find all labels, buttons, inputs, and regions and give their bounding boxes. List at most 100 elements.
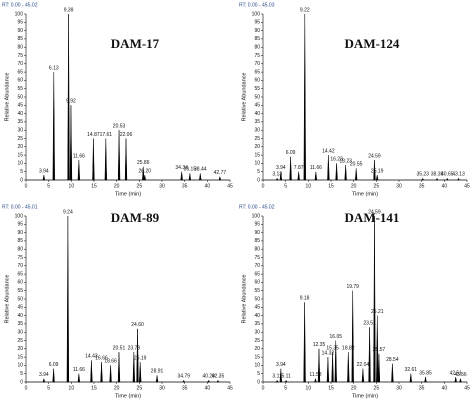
peak [139, 362, 142, 383]
peak [218, 175, 222, 181]
y-tick-label: 75 [254, 53, 260, 59]
x-tick-label: 5 [284, 183, 287, 189]
x-tick-label: 45 [464, 385, 470, 391]
y-tick-label: 15 [17, 152, 23, 158]
peak-label: 14.87 [87, 132, 100, 138]
peak-label: 9.18 [300, 296, 310, 302]
y-tick-label: 65 [254, 69, 260, 75]
x-tick-label: 30 [396, 385, 402, 391]
peak [354, 168, 358, 181]
y-tick-label: 55 [254, 86, 260, 92]
peak [52, 72, 55, 181]
peak-label: 25.86 [137, 160, 150, 166]
peak [344, 165, 347, 181]
peak-label: 35.23 [416, 172, 429, 178]
y-tick-label: 40 [254, 111, 260, 117]
y-tick-label: 65 [17, 271, 23, 277]
peak-label: 3.13 [272, 172, 282, 178]
y-tick-label: 45 [254, 305, 260, 311]
y-tick-label: 60 [17, 78, 23, 84]
peak-label: 23.79 [128, 345, 141, 351]
y-tick-label: 25 [254, 136, 260, 142]
peak [445, 177, 449, 181]
sample-title: DAM-141 [345, 210, 400, 225]
peak [303, 13, 306, 181]
run-range: RT: 0.00 - 45.02 [2, 2, 38, 8]
y-tick-label: 40 [17, 111, 23, 117]
x-tick-label: 25 [374, 385, 380, 391]
y-tick-label: 80 [254, 45, 260, 51]
peak-label: 11.58 [309, 372, 321, 378]
x-tick-label: 35 [419, 183, 425, 189]
y-tick-label: 0 [257, 177, 260, 183]
y-tick-label: 95 [17, 222, 23, 228]
y-tick-label: 80 [254, 247, 260, 253]
peak [375, 174, 379, 181]
peak-label: 34.79 [177, 374, 190, 380]
x-tick-label: 0 [25, 385, 28, 391]
y-tick-label: 75 [17, 53, 23, 59]
peak-label: 34.34 [175, 165, 188, 171]
x-tick-label: 30 [396, 183, 402, 189]
peak [424, 376, 427, 383]
x-tick-label: 20 [114, 183, 120, 189]
peak-label: 18.23 [339, 158, 352, 164]
run-range: RT: 0.00 - 45.02 [239, 204, 275, 210]
peak [459, 377, 462, 383]
peak-label: 23.51 [363, 321, 376, 327]
x-tick-label: 0 [25, 183, 28, 189]
peak-label: 20.53 [113, 124, 126, 130]
y-tick-label: 50 [254, 296, 260, 302]
y-tick-label: 55 [17, 288, 23, 294]
peak-label: 9.92 [66, 99, 76, 105]
peak-label: 24.59 [368, 153, 381, 159]
peak [199, 173, 202, 181]
y-tick-label: 35 [17, 119, 23, 125]
y-tick-label: 50 [17, 296, 23, 302]
x-tick-label: 35 [182, 183, 188, 189]
y-tick-label: 85 [254, 36, 260, 42]
x-tick-label: 0 [262, 385, 265, 391]
peak-label: 25.19 [371, 168, 384, 174]
x-axis-label: Time (min) [352, 393, 378, 399]
peak [207, 379, 210, 383]
y-tick-label: 5 [257, 169, 260, 175]
peak [124, 138, 128, 181]
peak-label: 3.94 [276, 362, 286, 368]
y-tick-label: 80 [17, 45, 23, 51]
peak-label: 6.09 [286, 150, 296, 156]
peak [67, 13, 70, 181]
sample-title: DAM-17 [111, 36, 160, 51]
peak-label: 3.94 [39, 372, 49, 378]
peak-label: 38.39 [431, 172, 444, 178]
peak [77, 373, 81, 383]
x-tick-label: 15 [91, 385, 97, 391]
y-tick-label: 5 [20, 371, 23, 377]
y-tick-label: 0 [20, 177, 23, 183]
panel: RT: 0.00 - 45.01 DAM-89 0 5 10 15 20 25 30 35 40 45… [2, 204, 233, 399]
y-tick-label: 85 [17, 238, 23, 244]
y-tick-label: 40 [254, 313, 260, 319]
y-tick-label: 100 [15, 213, 24, 219]
y-tick-label: 10 [254, 363, 260, 369]
peak [275, 177, 279, 181]
y-tick-label: 60 [254, 280, 260, 286]
peak-label: 35.85 [419, 370, 432, 376]
peak [132, 352, 136, 383]
x-tick-label: 10 [69, 183, 75, 189]
x-tick-label: 35 [182, 385, 188, 391]
y-tick-label: 95 [254, 20, 260, 26]
y-tick-label: 10 [17, 363, 23, 369]
peak-label: 43.56 [454, 372, 467, 378]
peak [314, 377, 317, 383]
x-tick-label: 30 [159, 385, 165, 391]
peak [409, 373, 413, 383]
peak-label: 25.21 [371, 309, 384, 315]
y-tick-label: 95 [254, 222, 260, 228]
y-tick-label: 15 [254, 354, 260, 360]
x-tick-label: 15 [328, 183, 334, 189]
x-tick-label: 40 [442, 385, 448, 391]
peak-label: 11.66 [310, 165, 322, 171]
y-tick-label: 5 [20, 169, 23, 175]
